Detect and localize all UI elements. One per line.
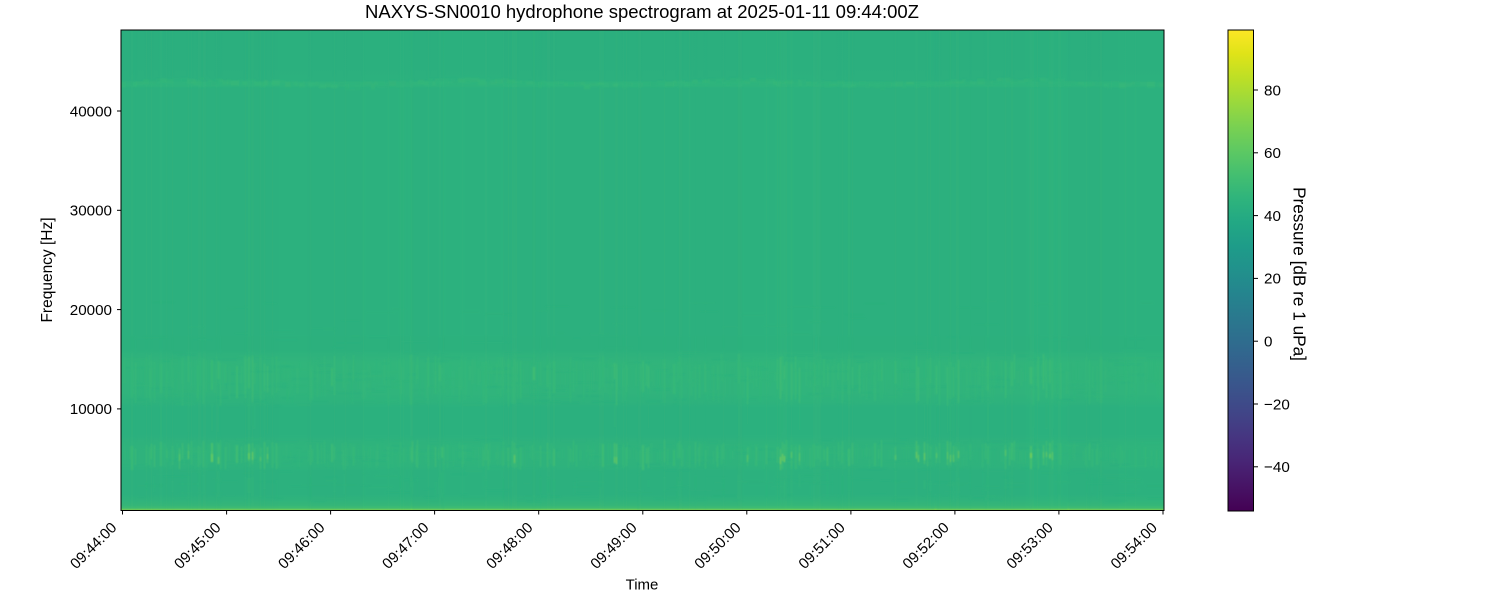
svg-text:20000: 20000	[70, 302, 112, 319]
svg-text:−40: −40	[1264, 459, 1290, 476]
svg-text:Time: Time	[626, 577, 659, 594]
svg-text:Frequency [Hz]: Frequency [Hz]	[39, 217, 56, 322]
svg-text:60: 60	[1264, 145, 1281, 162]
svg-text:80: 80	[1264, 82, 1281, 99]
svg-text:40: 40	[1264, 208, 1281, 225]
svg-text:10000: 10000	[70, 401, 112, 418]
svg-text:Pressure [dB re 1 uPa]: Pressure [dB re 1 uPa]	[1290, 187, 1310, 361]
svg-text:40000: 40000	[70, 103, 112, 120]
svg-text:20: 20	[1264, 271, 1281, 288]
svg-text:0: 0	[1264, 334, 1272, 351]
svg-text:NAXYS-SN0010 hydrophone spectr: NAXYS-SN0010 hydrophone spectrogram at 2…	[365, 1, 919, 22]
svg-text:−20: −20	[1264, 396, 1290, 413]
svg-text:30000: 30000	[70, 203, 112, 220]
